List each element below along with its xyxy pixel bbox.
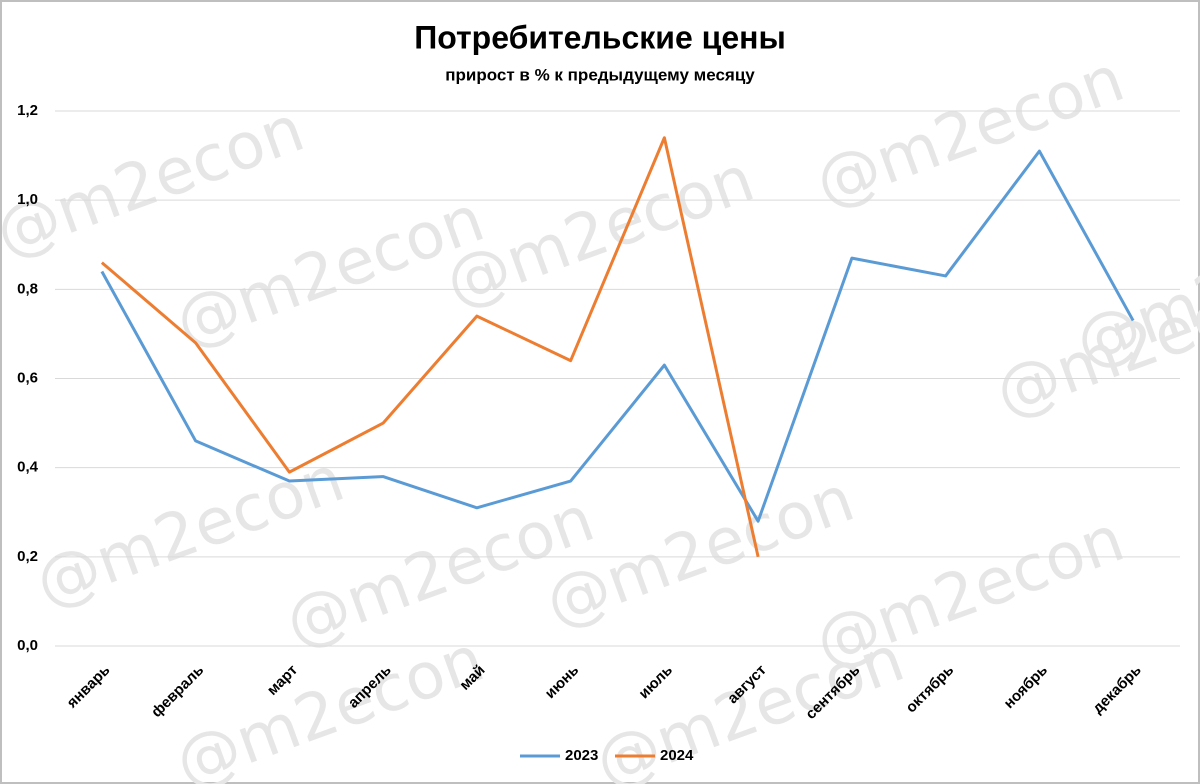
y-tick-label: 0,6	[17, 369, 38, 386]
legend-label: 2023	[565, 747, 598, 764]
y-tick-label: 0,4	[17, 459, 39, 476]
line-series	[100, 136, 760, 558]
y-tick-label: 1,2	[17, 102, 38, 119]
chart-title: Потребительские цены	[414, 19, 786, 55]
line-series	[100, 149, 1135, 523]
chart-subtitle: прирост в % к предыдущему месяцу	[445, 65, 755, 84]
y-tick-label: 0,0	[17, 637, 38, 654]
y-tick-label: 0,2	[17, 548, 38, 565]
y-tick-label: 1,0	[17, 191, 38, 208]
y-tick-label: 0,8	[17, 280, 38, 297]
legend-label: 2024	[660, 747, 694, 764]
